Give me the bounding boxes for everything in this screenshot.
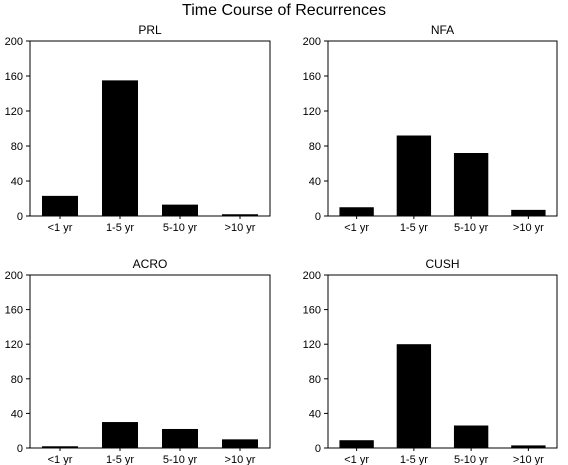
cush-x-tick-label: 5-10 yr <box>454 454 489 465</box>
acro-x-tick-label: 1-5 yr <box>106 454 134 465</box>
prl-x-tick-label: <1 yr <box>48 222 73 234</box>
figure-title: Time Course of Recurrences <box>182 2 386 19</box>
acro-bar <box>222 439 258 448</box>
acro-y-tick-label: 40 <box>11 408 23 420</box>
cush-y-tick-label: 120 <box>303 339 321 351</box>
nfa-bar <box>339 207 374 216</box>
acro-panel-title: ACRO <box>133 257 168 271</box>
cush-y-tick-label: 40 <box>309 408 321 420</box>
prl-plot-frame <box>29 40 271 217</box>
acro-plot-frame <box>29 274 271 449</box>
nfa-x-tick-label: >10 yr <box>513 222 544 234</box>
nfa-y-tick-label: 200 <box>303 36 321 48</box>
acro-y-tick-label: 160 <box>5 305 23 317</box>
prl-x-tick-label: 5-10 yr <box>163 222 198 234</box>
prl-y-tick-label: 40 <box>11 176 23 188</box>
prl-bar <box>162 204 198 216</box>
cush-x-tick-label: <1 yr <box>344 454 369 465</box>
prl-y-tick-label: 120 <box>5 106 23 118</box>
acro-y-tick-label: 200 <box>5 270 23 282</box>
cush-y-tick-label: 160 <box>303 305 321 317</box>
prl-y-tick-label: 0 <box>17 211 23 223</box>
cush-panel-title: CUSH <box>425 257 459 271</box>
nfa-y-tick-label: 0 <box>315 211 321 223</box>
cush-y-tick-label: 200 <box>303 270 321 282</box>
nfa-x-tick-label: <1 yr <box>344 222 369 234</box>
nfa-y-tick-label: 160 <box>303 71 321 83</box>
nfa-bar <box>453 153 489 216</box>
acro-x-tick-label: 5-10 yr <box>163 454 198 465</box>
nfa-bar <box>511 209 546 216</box>
cush-bar <box>453 425 489 448</box>
acro-y-tick-label: 80 <box>11 374 23 386</box>
acro-y-tick-label: 120 <box>5 339 23 351</box>
prl-x-tick-label: >10 yr <box>225 222 256 234</box>
nfa-plot-frame <box>327 40 558 217</box>
acro-y-tick-label: 0 <box>17 443 23 455</box>
cush-bar <box>339 440 374 448</box>
cush-plot-frame <box>327 274 558 449</box>
cush-y-tick-label: 0 <box>315 443 321 455</box>
nfa-y-tick-label: 120 <box>303 106 321 118</box>
prl-bar <box>42 195 78 216</box>
acro-x-tick-label: >10 yr <box>225 454 256 465</box>
acro-x-tick-label: <1 yr <box>48 454 73 465</box>
nfa-x-tick-label: 5-10 yr <box>454 222 489 234</box>
cush-y-tick-label: 80 <box>309 374 321 386</box>
prl-panel-title: PRL <box>138 23 162 37</box>
cush-bar <box>511 445 546 448</box>
cush-bar <box>396 344 432 448</box>
nfa-y-tick-label: 40 <box>309 176 321 188</box>
acro-bar <box>42 446 78 448</box>
cush-x-tick-label: 1-5 yr <box>400 454 428 465</box>
cush-x-tick-label: >10 yr <box>513 454 544 465</box>
prl-y-tick-label: 200 <box>5 36 23 48</box>
nfa-bar <box>396 135 432 216</box>
prl-bar <box>222 214 258 216</box>
nfa-x-tick-label: 1-5 yr <box>400 222 428 234</box>
acro-bar <box>102 422 138 448</box>
prl-y-tick-label: 80 <box>11 141 23 153</box>
prl-y-tick-label: 160 <box>5 71 23 83</box>
prl-x-tick-label: 1-5 yr <box>106 222 134 234</box>
acro-bar <box>162 428 198 448</box>
nfa-panel-title: NFA <box>431 23 454 37</box>
nfa-y-tick-label: 80 <box>309 141 321 153</box>
prl-bar <box>102 80 138 216</box>
